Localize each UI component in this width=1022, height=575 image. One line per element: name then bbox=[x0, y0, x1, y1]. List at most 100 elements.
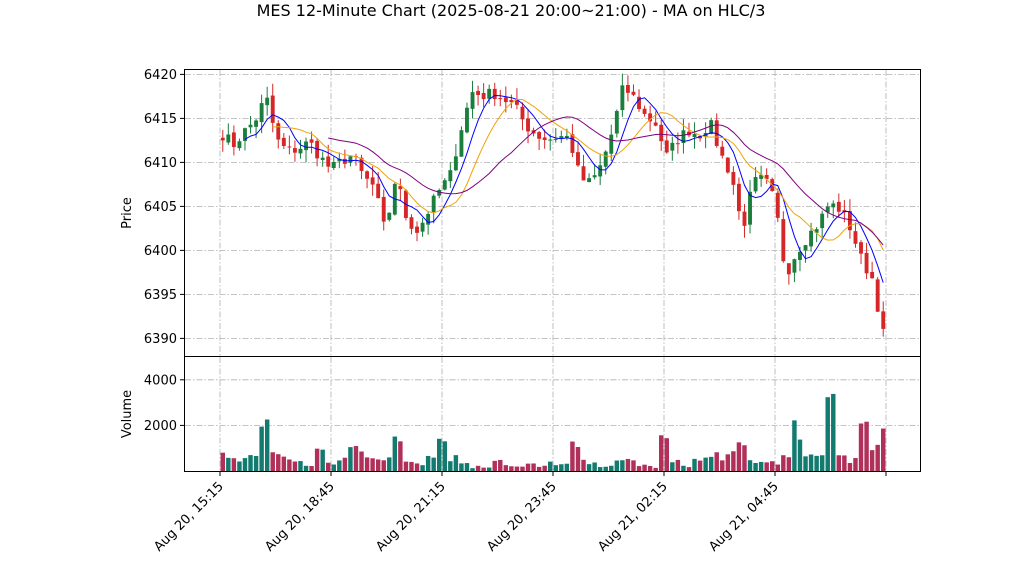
volume-bar bbox=[753, 462, 758, 471]
volume-bar bbox=[808, 454, 814, 471]
candle-body bbox=[259, 103, 264, 123]
candle-body bbox=[292, 148, 297, 153]
ma-mid-line bbox=[272, 98, 884, 251]
volume-bar bbox=[536, 466, 542, 471]
volume-bar bbox=[259, 426, 264, 471]
volume-bar bbox=[692, 458, 697, 471]
candle-body bbox=[398, 186, 403, 190]
candle-body bbox=[254, 120, 259, 127]
candle-body bbox=[631, 91, 636, 95]
candle-body bbox=[243, 128, 247, 141]
chart-title: MES 12-Minute Chart (2025-08-21 20:00~21… bbox=[257, 1, 766, 20]
volume-bar bbox=[869, 450, 875, 471]
volume-bar bbox=[814, 455, 819, 471]
volume-bar bbox=[442, 441, 447, 471]
volume-bar bbox=[403, 461, 409, 471]
candle-body bbox=[365, 171, 370, 179]
candle-body bbox=[781, 219, 786, 262]
volume-bar bbox=[481, 467, 486, 471]
candle-body bbox=[653, 122, 658, 126]
candle-body bbox=[226, 134, 231, 143]
volume-bar bbox=[414, 463, 420, 471]
candle-body bbox=[453, 156, 458, 171]
volume-bar bbox=[575, 447, 581, 471]
candle-body bbox=[881, 311, 886, 329]
volume-bar bbox=[242, 458, 248, 471]
candle-body bbox=[542, 137, 547, 141]
candle-body bbox=[304, 141, 308, 151]
volume-bar bbox=[309, 466, 314, 471]
volume-bar bbox=[686, 467, 692, 471]
candle-body bbox=[709, 120, 714, 134]
volume-bar bbox=[864, 421, 869, 471]
candle-body bbox=[664, 140, 669, 153]
candle-body bbox=[809, 230, 814, 247]
candle-body bbox=[426, 214, 431, 225]
time-tick-label: Aug 20, 21:15 bbox=[373, 479, 449, 555]
volume-bar bbox=[342, 457, 348, 471]
candle-body bbox=[442, 180, 447, 190]
candle-body bbox=[748, 191, 752, 225]
candle-body bbox=[731, 171, 736, 185]
volume-bar bbox=[486, 467, 492, 471]
volume-bar bbox=[586, 464, 592, 471]
candle-body bbox=[759, 174, 764, 179]
candle-body bbox=[637, 96, 641, 110]
price-tick-label: 6395 bbox=[144, 288, 177, 303]
volume-bar bbox=[803, 456, 808, 471]
candle-body bbox=[875, 279, 880, 312]
ma-slow-line bbox=[328, 116, 884, 246]
candle-body bbox=[220, 137, 225, 141]
candle-body bbox=[681, 130, 686, 143]
candle-body bbox=[742, 211, 747, 226]
volume-bar bbox=[226, 457, 231, 471]
candle-body bbox=[459, 130, 464, 157]
volume-bar bbox=[392, 436, 398, 471]
candle-body bbox=[847, 211, 852, 231]
volume-bar bbox=[303, 465, 309, 471]
candle-body bbox=[692, 134, 697, 138]
volume-bar bbox=[603, 466, 608, 471]
volume-bar bbox=[326, 462, 331, 471]
volume-bar bbox=[714, 452, 719, 471]
volume-bar bbox=[758, 461, 764, 471]
volume-bar bbox=[264, 419, 270, 471]
volume-bar bbox=[597, 467, 603, 471]
candle-body bbox=[287, 146, 292, 148]
volume-bar bbox=[775, 464, 780, 471]
volume-bar bbox=[797, 439, 803, 471]
candle-body bbox=[492, 88, 497, 100]
candle-body bbox=[587, 178, 592, 183]
candle-body bbox=[564, 135, 569, 138]
volume-bar bbox=[853, 458, 858, 471]
volume-bar bbox=[320, 449, 325, 471]
volume-bar bbox=[764, 462, 769, 471]
candle-body bbox=[503, 97, 508, 103]
volume-tick-label: 2000 bbox=[144, 419, 177, 434]
time-tick-label: Aug 20, 23:45 bbox=[484, 479, 560, 555]
candle-body bbox=[448, 170, 453, 182]
volume-bar bbox=[370, 458, 375, 471]
candle-body bbox=[526, 118, 530, 132]
volume-bar bbox=[614, 460, 620, 471]
candle-body bbox=[537, 132, 542, 139]
volume-bar bbox=[364, 457, 370, 471]
volume-bar bbox=[858, 423, 864, 471]
candle-body bbox=[348, 156, 353, 163]
volume-bar bbox=[570, 441, 575, 471]
volume-bar bbox=[720, 460, 725, 471]
price-axis: 6390 6395 6400 6405 6410 6415 6420 bbox=[144, 68, 185, 347]
price-panel-frame bbox=[184, 69, 921, 357]
candle-body bbox=[553, 138, 558, 140]
candle-body bbox=[315, 140, 320, 159]
candle-body bbox=[814, 229, 819, 233]
volume-tick-label: 4000 bbox=[144, 373, 177, 388]
candle-body bbox=[864, 252, 869, 274]
candle-body bbox=[431, 195, 436, 212]
candle-body bbox=[276, 123, 281, 140]
candle-body bbox=[675, 143, 680, 145]
moving-average-lines bbox=[244, 94, 884, 283]
volume-bar bbox=[503, 465, 509, 471]
volume-bar bbox=[298, 461, 303, 471]
